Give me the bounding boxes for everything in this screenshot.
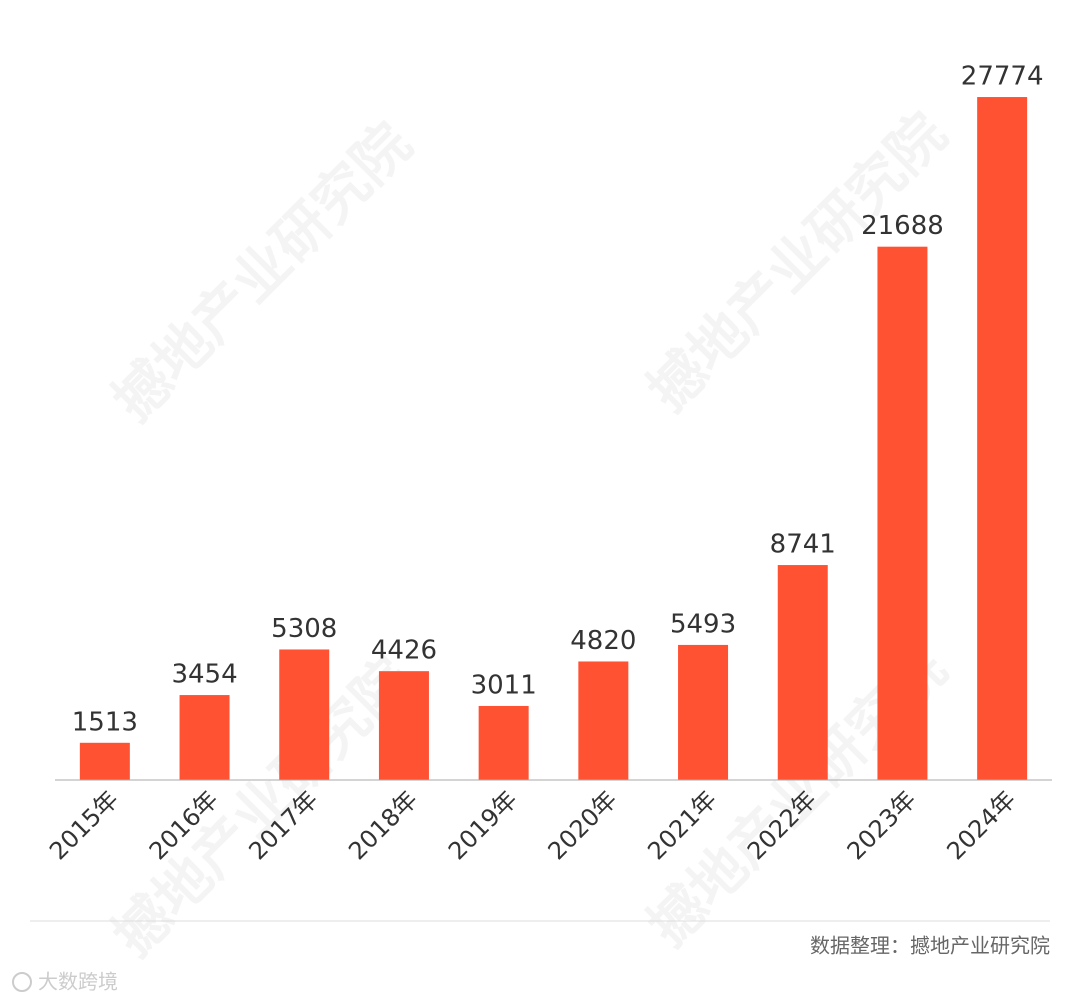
x-tick-label: 2018年: [343, 785, 423, 865]
value-label: 8741: [770, 530, 836, 560]
value-label: 5493: [670, 609, 736, 639]
value-label: 21688: [861, 211, 944, 241]
value-label: 27774: [961, 62, 1044, 92]
bar: [977, 97, 1028, 780]
watermark: 撼地产业研究院: [101, 111, 424, 434]
bar: [578, 661, 629, 780]
value-label: 3454: [171, 660, 237, 690]
value-label: 3011: [471, 670, 537, 700]
bar: [877, 246, 928, 780]
bar: [478, 705, 529, 780]
bar: [179, 695, 230, 780]
x-tick-label: 2024年: [941, 785, 1021, 865]
x-tick-label: 2023年: [842, 785, 922, 865]
bar: [79, 742, 130, 780]
x-tick-label: 2015年: [44, 785, 124, 865]
bar: [678, 644, 729, 780]
x-tick-label: 2020年: [543, 785, 623, 865]
bar: [378, 671, 429, 780]
logo-icon: [12, 972, 32, 992]
value-label: 4820: [570, 626, 636, 656]
bar: [279, 649, 330, 780]
bar: [777, 565, 828, 780]
logo-text: 大数跨境: [38, 970, 118, 994]
source-note: 数据整理：撼地产业研究院: [810, 934, 1050, 958]
value-label: 5308: [271, 614, 337, 644]
x-tick-label: 2019年: [443, 785, 523, 865]
value-label: 4426: [371, 636, 437, 666]
value-label: 1513: [72, 707, 138, 737]
